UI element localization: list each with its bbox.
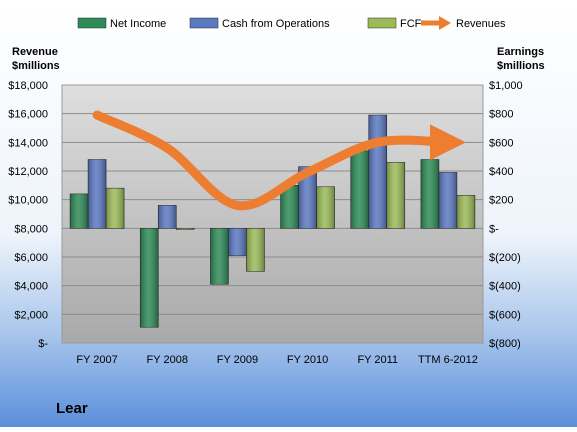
right-tick-label: $- — [489, 223, 499, 235]
category-label: FY 2008 — [147, 354, 188, 366]
revenue-line-path — [92, 110, 466, 211]
left-tick-label: $18,000 — [8, 80, 48, 92]
grid-lines — [62, 113, 483, 315]
bars — [69, 114, 476, 328]
left-axis-title-line2: $millions — [12, 60, 60, 72]
left-tick-label: $16,000 — [8, 109, 48, 121]
right-tick-label: $800 — [489, 109, 513, 121]
left-tick-label: $10,000 — [8, 195, 48, 207]
legend-item-cash-from-operations: Cash from Operations — [189, 17, 330, 30]
category-label: FY 2007 — [76, 354, 117, 366]
left-tick-label: $14,000 — [8, 137, 48, 149]
bar-shade — [88, 159, 107, 229]
right-tick-label: $(200) — [489, 252, 521, 264]
left-tick-label: $8,000 — [14, 223, 48, 235]
right-tick-label: $600 — [489, 137, 513, 149]
right-tick-label: $(400) — [489, 281, 521, 293]
bar-shade — [456, 195, 475, 229]
legend-item-revenues: Revenues — [421, 16, 506, 30]
legend-item-fcf: FCF — [367, 17, 422, 30]
bar-shade — [280, 185, 299, 229]
bar-shade — [246, 228, 265, 272]
right-axis-title-line1: Earnings — [497, 46, 544, 58]
bar-shade — [386, 162, 405, 229]
revenue-line — [92, 110, 466, 211]
right-axis-title-line2: $millions — [497, 60, 545, 72]
bar-shade — [316, 186, 335, 229]
legend-label: Revenues — [456, 18, 506, 30]
right-tick-label: $200 — [489, 195, 513, 207]
right-tick-label: $(800) — [489, 338, 521, 350]
category-label: FY 2011 — [357, 354, 398, 366]
bar-shade — [368, 115, 387, 229]
left-tick-label: $6,000 — [14, 252, 48, 264]
bar-shade — [298, 166, 317, 229]
left-tick-label: $2,000 — [14, 309, 48, 321]
bar-shade — [158, 205, 177, 229]
bar-shade — [140, 228, 159, 328]
legend: Net Income Cash from Operations FCF Revenue… — [77, 16, 506, 30]
right-tick-label: $(600) — [489, 309, 521, 321]
bar-shade — [438, 172, 457, 229]
axes: $- $2,000 $4,000 $6,000 $8,000 $10,000 $12,000… — [8, 80, 522, 366]
legend-swatch — [77, 17, 107, 29]
bar-shade — [350, 150, 369, 229]
right-tick-label: $400 — [489, 166, 513, 178]
left-tick-label: $- — [38, 338, 48, 350]
legend-swatch — [189, 17, 219, 29]
legend-label: Cash from Operations — [222, 18, 330, 30]
left-axis-title-line1: Revenue — [12, 46, 58, 58]
bar-shade — [210, 228, 229, 285]
bar-shade — [420, 159, 439, 229]
category-label: FY 2009 — [217, 354, 258, 366]
left-tick-label: $4,000 — [14, 281, 48, 293]
legend-label: FCF — [400, 18, 422, 30]
legend-item-net-income: Net Income — [77, 17, 166, 30]
legend-label: Net Income — [110, 18, 166, 30]
bar-shade — [70, 193, 89, 229]
category-label: FY 2010 — [287, 354, 328, 366]
bar-shade — [228, 228, 247, 256]
bar-shade — [176, 228, 195, 230]
legend-swatch — [367, 17, 397, 29]
legend-swatch-arrow — [439, 16, 451, 30]
right-tick-label: $1,000 — [489, 80, 523, 92]
category-label: TTM 6-2012 — [418, 354, 478, 366]
bar-shade — [106, 188, 125, 229]
chart-title: Lear — [56, 400, 88, 417]
left-tick-label: $12,000 — [8, 166, 48, 178]
